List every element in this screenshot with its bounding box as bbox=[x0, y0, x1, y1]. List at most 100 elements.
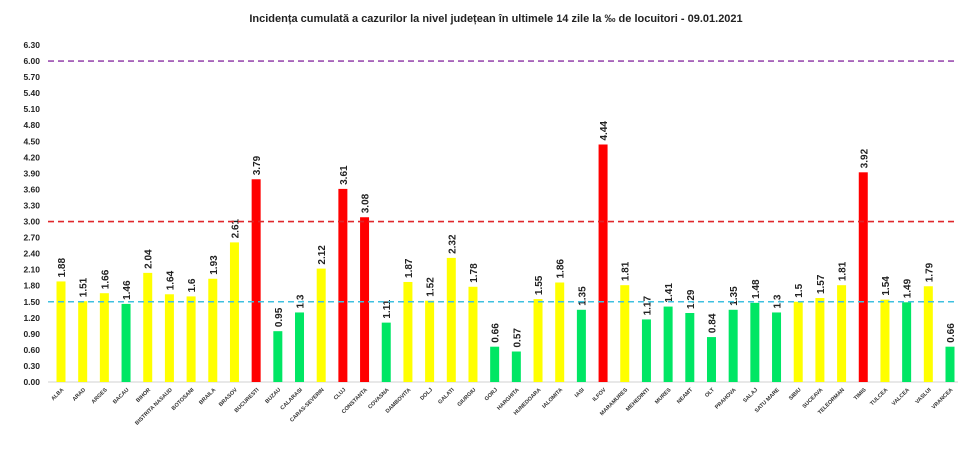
x-tick-label: BIHOR bbox=[135, 387, 152, 404]
x-tick-label: ALBA bbox=[50, 387, 65, 402]
bar bbox=[902, 302, 912, 382]
bar bbox=[750, 302, 760, 382]
bar bbox=[143, 272, 153, 382]
data-label: 1.81 bbox=[838, 261, 849, 281]
bar bbox=[576, 309, 586, 382]
data-label: 2.12 bbox=[317, 245, 328, 265]
data-label: 1.93 bbox=[209, 255, 220, 275]
bar bbox=[56, 281, 66, 382]
x-tick-label: ARGES bbox=[91, 387, 109, 405]
data-label: 1.51 bbox=[79, 277, 90, 297]
bar bbox=[511, 351, 521, 382]
x-tick-label: VALCEA bbox=[891, 387, 911, 407]
bar bbox=[121, 303, 131, 382]
data-label: 1.88 bbox=[57, 258, 68, 278]
data-label: 0.57 bbox=[512, 328, 523, 348]
x-tick-label: DOLJ bbox=[419, 387, 434, 402]
y-tick-label: 4.50 bbox=[23, 136, 40, 146]
x-tick-label: TULCEA bbox=[869, 387, 889, 407]
bar bbox=[251, 179, 261, 382]
x-tick-label: GALATI bbox=[437, 387, 456, 406]
y-tick-label: 1.80 bbox=[23, 281, 40, 291]
data-label: 3.79 bbox=[252, 155, 263, 175]
data-label: 1.86 bbox=[556, 259, 567, 279]
bar bbox=[685, 312, 695, 382]
data-label: 1.29 bbox=[686, 289, 697, 309]
bar bbox=[186, 296, 196, 382]
bar bbox=[598, 144, 608, 382]
x-tick-label: MEHEDINTI bbox=[625, 387, 651, 413]
y-tick-label: 5.70 bbox=[23, 72, 40, 82]
bar bbox=[663, 306, 673, 382]
bar bbox=[641, 319, 651, 382]
x-tick-label: IALOMITA bbox=[541, 387, 564, 410]
bar bbox=[706, 337, 716, 382]
x-tick-label: OLT bbox=[704, 387, 716, 399]
bar bbox=[338, 188, 348, 382]
data-label: 0.84 bbox=[707, 313, 718, 333]
data-label: 2.04 bbox=[144, 249, 155, 269]
bar bbox=[880, 299, 890, 382]
bar bbox=[815, 298, 825, 382]
data-label: 1.35 bbox=[577, 286, 588, 306]
data-label: 1.81 bbox=[621, 261, 632, 281]
data-label: 1.6 bbox=[187, 278, 198, 292]
data-label: 1.87 bbox=[404, 258, 415, 278]
x-tick-label: GIURGIU bbox=[457, 387, 478, 408]
y-tick-label: 5.40 bbox=[23, 88, 40, 98]
y-tick-label: 0.00 bbox=[23, 377, 40, 387]
y-tick-label: 3.60 bbox=[23, 184, 40, 194]
x-tick-label: VRANCEA bbox=[931, 387, 954, 410]
data-label: 0.66 bbox=[491, 323, 502, 343]
bars: 1.88 1.51 1.66 1.46 2.04 1.64 1.6 1.93 2.61 3.79 0… bbox=[56, 121, 957, 382]
bar bbox=[945, 346, 955, 382]
bar bbox=[360, 217, 370, 382]
bar bbox=[620, 285, 630, 382]
y-tick-label: 4.80 bbox=[23, 120, 40, 130]
data-label: 1.54 bbox=[881, 276, 892, 296]
y-tick-label: 2.40 bbox=[23, 249, 40, 259]
x-tick-label: NEAMT bbox=[676, 387, 695, 406]
y-tick-label: 3.90 bbox=[23, 168, 40, 178]
x-tick-label: SALAJ bbox=[742, 387, 759, 404]
data-label: 1.11 bbox=[382, 299, 393, 318]
bar bbox=[381, 322, 391, 382]
x-tick-label: BUZAU bbox=[264, 387, 282, 405]
x-tick-label: BOTOSANI bbox=[171, 387, 196, 412]
x-tick-label: ARAD bbox=[72, 387, 87, 402]
bar bbox=[772, 312, 782, 382]
bar bbox=[837, 285, 847, 382]
bar bbox=[923, 286, 933, 382]
x-tick-label: MURES bbox=[654, 387, 673, 406]
x-tick-label: IASI bbox=[574, 387, 586, 399]
data-label: 1.64 bbox=[165, 270, 176, 290]
bar bbox=[728, 309, 738, 382]
data-label: 1.48 bbox=[751, 279, 762, 299]
bar bbox=[403, 281, 413, 382]
x-tick-label: CLUJ bbox=[333, 387, 347, 401]
data-label: 1.49 bbox=[903, 278, 914, 298]
y-tick-label: 1.20 bbox=[23, 313, 40, 323]
x-tick-label: GORJ bbox=[484, 387, 499, 402]
data-label: 0.66 bbox=[946, 323, 957, 343]
bar bbox=[533, 299, 543, 382]
data-label: 2.32 bbox=[447, 234, 458, 254]
bar bbox=[164, 294, 174, 382]
x-tick-label: SUCEAVA bbox=[802, 387, 825, 410]
y-tick-label: 6.30 bbox=[23, 40, 40, 50]
bar bbox=[316, 268, 326, 382]
x-tick-label: PRAHOVA bbox=[714, 387, 737, 410]
data-label: 1.46 bbox=[122, 280, 133, 300]
chart-title: Incidența cumulată a cazurilor la nivel … bbox=[249, 13, 742, 25]
data-label: 1.52 bbox=[426, 277, 437, 297]
y-tick-label: 4.20 bbox=[23, 152, 40, 162]
bar bbox=[273, 331, 283, 382]
data-label: 1.41 bbox=[664, 283, 675, 303]
y-tick-label: 2.70 bbox=[23, 233, 40, 243]
data-label: 1.78 bbox=[469, 263, 480, 283]
data-label: 1.35 bbox=[729, 286, 740, 306]
y-tick-label: 0.60 bbox=[23, 345, 40, 355]
bar bbox=[208, 278, 218, 382]
data-label: 3.92 bbox=[859, 148, 870, 168]
